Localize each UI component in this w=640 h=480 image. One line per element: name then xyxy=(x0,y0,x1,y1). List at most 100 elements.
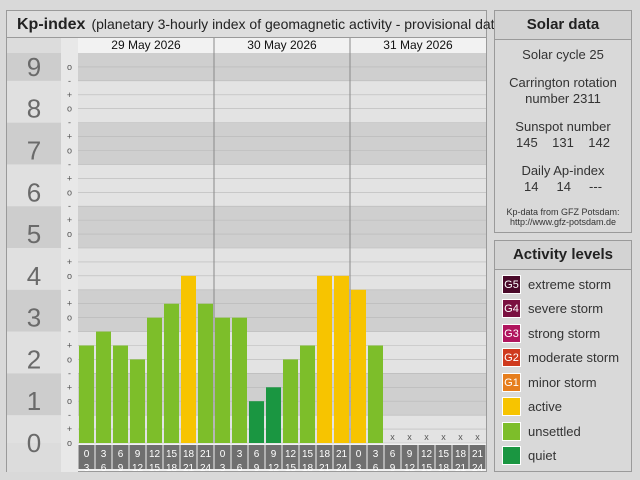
kp-bar xyxy=(368,345,383,443)
y-label-band xyxy=(7,289,61,332)
y-label-band xyxy=(7,206,61,248)
source-url[interactable]: http://www.gfz-potsdam.de xyxy=(509,217,617,227)
hour-end-label: 6 xyxy=(101,463,107,472)
y-minor-label: + xyxy=(67,340,72,350)
hour-cell xyxy=(316,445,333,469)
kp-band xyxy=(78,247,486,290)
y-minor-label: - xyxy=(68,159,71,169)
hour-start-label: 21 xyxy=(472,449,484,460)
day-label: 30 May 2026 xyxy=(247,38,317,52)
missing-marker: x xyxy=(390,432,395,442)
kp-bar xyxy=(79,345,94,443)
hour-start-label: 0 xyxy=(84,449,90,460)
hour-cell xyxy=(197,445,214,469)
hour-start-label: 3 xyxy=(373,449,379,460)
hour-start-label: 9 xyxy=(271,449,277,460)
y-tick-label: 9 xyxy=(27,52,41,82)
y-minor-label: - xyxy=(68,285,71,295)
y-label-band xyxy=(7,164,61,207)
kp-bar xyxy=(130,359,145,443)
hour-start-label: 12 xyxy=(421,449,433,460)
hour-start-label: 0 xyxy=(220,449,226,460)
kp-band xyxy=(78,164,486,207)
y-minor-label: + xyxy=(67,173,72,183)
y-tick-label: 1 xyxy=(27,386,41,416)
hour-end-label: 9 xyxy=(118,463,124,472)
solar-cycle: Solar cycle 25 xyxy=(522,47,604,62)
hour-cell xyxy=(180,445,197,469)
legend-swatch xyxy=(502,421,521,441)
missing-marker: x xyxy=(458,432,463,442)
ap-index-label: Daily Ap-index xyxy=(521,163,605,178)
hour-cell xyxy=(231,445,248,469)
legend-item: G5 extreme storm xyxy=(502,274,611,294)
minor-label-column xyxy=(61,38,78,472)
hour-cell xyxy=(418,445,435,469)
sunspot-values: 145 131 142 xyxy=(495,135,631,151)
hour-end-label: 9 xyxy=(390,463,396,472)
hour-start-label: 3 xyxy=(101,449,107,460)
y-minor-label: - xyxy=(68,368,71,378)
kp-bar xyxy=(351,289,366,443)
hour-cell xyxy=(146,445,163,469)
kp-band xyxy=(78,289,486,332)
hour-start-label: 21 xyxy=(336,449,348,460)
hour-cell xyxy=(435,445,452,469)
ap-value: 14 xyxy=(523,179,539,194)
y-minor-label: o xyxy=(67,271,72,281)
kp-bar xyxy=(215,317,230,443)
legend-swatch: G5 xyxy=(502,274,521,294)
kp-bar xyxy=(300,345,315,443)
y-tick-label: 6 xyxy=(27,177,41,207)
y-tick-label: 2 xyxy=(27,344,41,374)
y-tick-label: 0 xyxy=(27,428,41,458)
y-minor-label: + xyxy=(67,424,72,434)
kp-chart: 0123456789o+-o+-o+-o+-o+-o+-o+-o+-o+-o29… xyxy=(7,38,486,472)
kp-bar xyxy=(283,359,298,443)
y-minor-label: - xyxy=(68,118,71,128)
y-minor-label: o xyxy=(67,62,72,72)
y-tick-label: 4 xyxy=(27,261,41,291)
y-tick-label: 5 xyxy=(27,219,41,249)
y-label-band xyxy=(7,53,61,81)
y-tick-label: 8 xyxy=(27,94,41,124)
y-minor-label: o xyxy=(67,438,72,448)
missing-marker: x xyxy=(475,432,480,442)
hour-cell xyxy=(333,445,350,469)
y-label-band xyxy=(7,415,61,443)
hour-cell xyxy=(367,445,384,469)
y-tick-label: 7 xyxy=(27,135,41,165)
missing-marker: x xyxy=(424,432,429,442)
hour-end-label: 21 xyxy=(183,463,195,472)
hour-end-label: 12 xyxy=(268,463,280,472)
hour-end-label: 21 xyxy=(319,463,331,472)
kp-bar xyxy=(317,275,332,443)
kp-index-panel: Kp-index (planetary 3-hourly index of geo… xyxy=(6,10,507,472)
hour-start-label: 9 xyxy=(407,449,413,460)
hour-start-label: 6 xyxy=(390,449,396,460)
legend-item: G3 strong storm xyxy=(502,323,600,343)
y-minor-label: o xyxy=(67,145,72,155)
legend-item: G2 moderate storm xyxy=(502,348,619,368)
hour-cell xyxy=(469,445,486,469)
ap-index-values: 14 14 --- xyxy=(495,179,631,195)
kp-bar xyxy=(334,275,349,443)
legend-item: G4 severe storm xyxy=(502,299,603,319)
y-minor-label: + xyxy=(67,257,72,267)
hour-cell xyxy=(78,445,95,469)
hour-start-label: 3 xyxy=(237,449,243,460)
y-label-band xyxy=(7,373,61,416)
kp-bar xyxy=(249,401,264,443)
activity-levels-panel: Activity levels G5 extreme storm G4 severe … xyxy=(494,240,632,472)
y-minor-label: o xyxy=(67,104,72,114)
legend-swatch: G2 xyxy=(502,348,521,367)
hour-start-label: 0 xyxy=(356,449,362,460)
y-minor-label: o xyxy=(67,396,72,406)
hour-cell xyxy=(452,445,469,469)
legend-item: unsettled xyxy=(502,421,581,441)
y-label-band xyxy=(7,331,61,374)
y-minor-label: o xyxy=(67,229,72,239)
hour-cell xyxy=(129,445,146,469)
ap-value: --- xyxy=(589,179,603,194)
y-minor-label: - xyxy=(68,76,71,86)
